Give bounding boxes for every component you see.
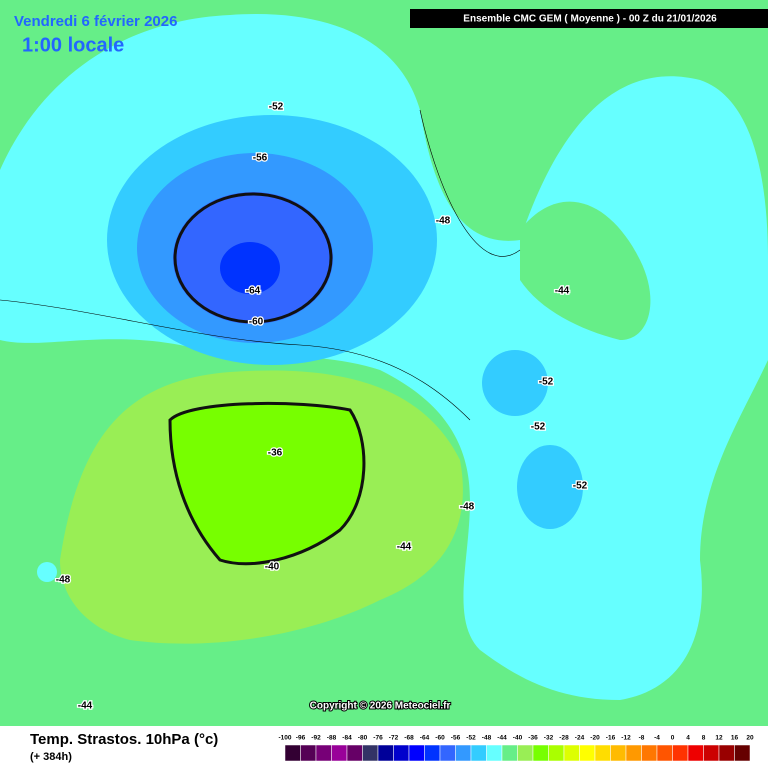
contour-label: -52: [573, 481, 588, 492]
legend-swatch: [362, 744, 379, 762]
contour-label: -44: [397, 542, 412, 553]
legend-swatch: [377, 744, 394, 762]
legend-swatch: [656, 744, 673, 762]
legend-tick: 8: [702, 735, 706, 742]
legend-tick: -4: [654, 735, 660, 742]
legend-tick: -28: [559, 735, 569, 742]
band-64: [220, 242, 280, 294]
legend-swatch: [424, 744, 441, 762]
legend-swatch: [346, 744, 363, 762]
legend-swatch: [315, 744, 332, 762]
contour-label: -52: [531, 422, 546, 433]
legend-tick: -24: [575, 735, 585, 742]
legend-tick: -96: [296, 735, 306, 742]
legend-tick: -60: [435, 735, 445, 742]
legend-tick: -16: [606, 735, 616, 742]
band-44: [520, 201, 651, 340]
legend-swatch: [517, 744, 534, 762]
legend-tick: -100: [278, 735, 291, 742]
blob-52: [517, 445, 583, 529]
legend-swatch: [408, 744, 425, 762]
contour-label: -60: [249, 317, 264, 328]
contour-40: [168, 401, 366, 566]
date: Vendredi 6 février 2026: [14, 13, 177, 30]
legend-swatch: [579, 744, 596, 762]
legend-swatch: [687, 744, 704, 762]
legend-swatch: [501, 744, 518, 762]
legend-swatch: [734, 744, 751, 762]
legend-tick: -68: [404, 735, 414, 742]
legend-swatch: [548, 744, 565, 762]
legend-swatch: [455, 744, 472, 762]
legend-tick: 12: [715, 735, 723, 742]
blob-52: [482, 350, 548, 416]
legend-swatch: [703, 744, 720, 762]
legend-tick: -52: [466, 735, 476, 742]
contour-label: -36: [268, 448, 283, 459]
copyright: Copyright © 2026 Meteociel.fr: [310, 701, 451, 712]
legend-tick: -88: [327, 735, 337, 742]
legend-tick: -80: [358, 735, 368, 742]
blob-48: [37, 562, 57, 582]
contour-label: -64: [246, 286, 261, 297]
legend-swatch: [672, 744, 689, 762]
time: 1:00 locale: [22, 34, 124, 56]
legend-swatch: [331, 744, 348, 762]
legend-swatch: [532, 744, 549, 762]
legend-tick: -92: [311, 735, 321, 742]
legend-tick: -64: [420, 735, 430, 742]
legend-swatch: [300, 744, 317, 762]
legend-tick: 20: [746, 735, 754, 742]
legend-tick: -20: [590, 735, 600, 742]
legend-swatch: [439, 744, 456, 762]
legend-tick: -44: [497, 735, 507, 742]
contour-60: [173, 192, 333, 324]
contour-label: -48: [56, 575, 71, 586]
legend-tick: -56: [451, 735, 461, 742]
legend-swatch: [610, 744, 627, 762]
legend-swatch: [486, 744, 503, 762]
legend-tick: 4: [686, 735, 690, 742]
contour-label: -52: [539, 377, 554, 388]
legend-tick: -40: [513, 735, 523, 742]
legend-tick: -32: [544, 735, 554, 742]
contour-label: -40: [265, 562, 280, 573]
contour-label: -56: [253, 153, 268, 164]
legend-tick: -72: [389, 735, 399, 742]
legend-swatch: [625, 744, 642, 762]
legend-tick: 0: [671, 735, 675, 742]
legend-swatch: [718, 744, 735, 762]
contour-label: -44: [78, 701, 93, 712]
legend-subtitle: (+ 384h): [30, 751, 72, 763]
contour-label: -48: [460, 502, 475, 513]
legend-tick: -36: [528, 735, 538, 742]
legend-swatch: [563, 744, 580, 762]
legend-swatch: [470, 744, 487, 762]
legend-title: Temp. Strastos. 10hPa (°c): [30, 731, 218, 748]
run-box: [410, 9, 768, 28]
contour-label: -48: [436, 216, 451, 227]
legend-tick: -12: [621, 735, 631, 742]
legend-swatch: [641, 744, 658, 762]
contour-label: -52: [269, 102, 284, 113]
contour-label: -44: [555, 286, 570, 297]
legend-swatch: [594, 744, 611, 762]
legend-swatch: [284, 744, 301, 762]
legend-tick: -76: [373, 735, 383, 742]
run-info: Ensemble CMC GEM ( Moyenne ) - 00 Z du 2…: [463, 14, 717, 25]
legend-tick: -84: [342, 735, 352, 742]
coastline: [0, 109, 521, 421]
legend-tick: -48: [482, 735, 492, 742]
legend-swatch: [393, 744, 410, 762]
legend-tick: 16: [731, 735, 739, 742]
legend-tick: -8: [639, 735, 645, 742]
